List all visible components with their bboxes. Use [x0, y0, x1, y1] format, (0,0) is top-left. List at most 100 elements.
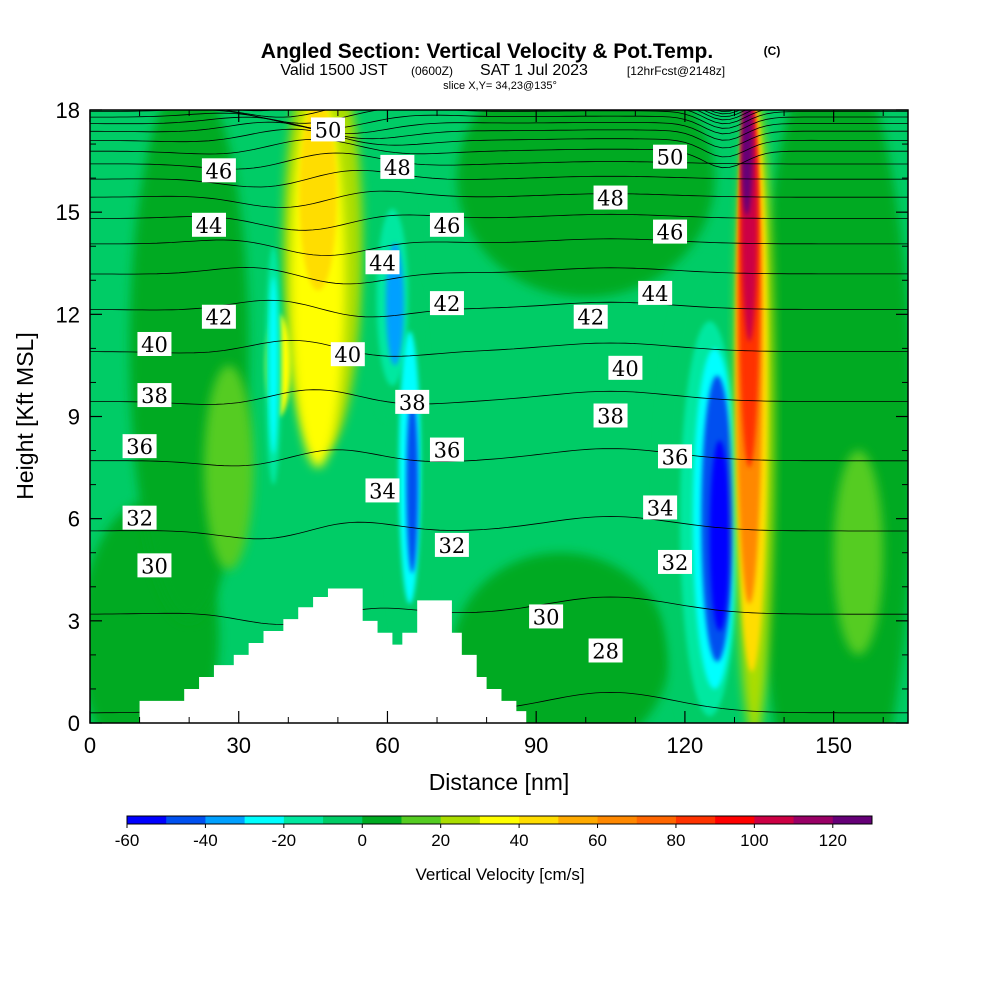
isotherm-label-box	[310, 117, 345, 142]
x-axis-label: Distance [nm]	[429, 769, 570, 795]
isotherm-line	[90, 448, 908, 467]
isotherm-label: 46	[429, 212, 464, 238]
y-tick-label: 15	[56, 200, 80, 225]
colorbar-tick-label: 80	[666, 831, 685, 850]
y-tick-label: 18	[56, 98, 80, 123]
isotherm-label: 44	[638, 280, 673, 306]
isotherm-label-box	[137, 383, 172, 408]
region-weak-up-left	[204, 365, 254, 570]
subtitle-forecast: [12hrFcst@2148z]	[627, 64, 725, 78]
isotherm-label: 36	[657, 444, 692, 469]
colorbar-title: Vertical Velocity [cm/s]	[415, 865, 584, 884]
isotherm-label: 38	[395, 389, 430, 415]
isotherm-label: 50	[310, 117, 345, 142]
region-low-mid	[451, 552, 671, 723]
isotherm-label: 34	[643, 495, 678, 520]
isotherm-label-box	[588, 638, 623, 663]
isotherm-label-box	[201, 304, 236, 329]
colorbar-tick-label: -60	[115, 831, 140, 850]
isotherm-label-box	[380, 154, 415, 179]
isotherm-label-text: 44	[196, 214, 223, 238]
isotherm-label-text: 34	[647, 496, 674, 520]
isotherm-label: 44	[191, 212, 226, 238]
subtitle-utc: (0600Z)	[411, 64, 453, 78]
velocity-field	[90, 110, 908, 723]
colorbar-swatch	[675, 816, 716, 824]
isotherm-label-text: 48	[384, 156, 411, 180]
isotherm-label-box	[429, 437, 464, 462]
isotherm-line	[90, 596, 908, 625]
isotherm-label: 28	[588, 638, 623, 663]
isotherm-label: 42	[429, 291, 464, 316]
isotherm-label: 48	[380, 154, 415, 180]
isotherm-labels: 28 30 30 32 32 32 34 34 36 36 36 38 38 38 40 40 40 42 42 42…	[122, 117, 692, 663]
isotherm-label-text: 38	[399, 391, 426, 415]
isotherm-label: 32	[434, 532, 469, 558]
isotherm-line	[90, 389, 908, 405]
isotherm-label: 40	[608, 355, 643, 381]
isotherm-line	[90, 112, 908, 135]
isotherm-label-text: 46	[206, 159, 233, 183]
isotherm-label: 38	[593, 403, 628, 429]
isotherm-label-text: 42	[577, 306, 604, 330]
isotherm-label-text: 46	[434, 214, 461, 238]
isotherm-label: 36	[122, 434, 157, 459]
colorbar-tick-label: 0	[358, 831, 367, 850]
colorbar-swatch	[401, 816, 442, 824]
colorbar-swatch	[715, 816, 755, 824]
colorbar-swatch	[323, 816, 363, 824]
isotherm-label-box	[122, 505, 157, 530]
colorbar-tick-label: -40	[193, 831, 218, 850]
colorbar-tick-label: 100	[740, 831, 768, 850]
x-tick-label: 90	[524, 733, 548, 758]
isotherm-label-box	[365, 478, 400, 503]
isotherm-label-text: 42	[206, 306, 233, 330]
colorbar: -60 -40 -20 0 20 40 60 80 100 120	[115, 815, 873, 850]
colorbar-swatch	[362, 816, 402, 824]
isotherm-line	[90, 339, 908, 357]
chart-subtitle: Valid 1500 JST (0600Z) SAT 1 Jul 2023 [1…	[280, 62, 725, 92]
isotherm-label-text: 40	[612, 357, 639, 381]
y-tick-label: 0	[68, 711, 80, 736]
isotherm-line	[90, 110, 908, 129]
colorbar-swatch	[283, 816, 324, 824]
isotherm-label-box	[429, 291, 464, 316]
isotherm-line	[90, 116, 908, 141]
x-tick-label: 60	[375, 733, 399, 758]
isotherm-label-text: 32	[126, 507, 153, 531]
colorbar-tick-label: 40	[510, 831, 529, 850]
isotherm-label-box	[434, 532, 469, 557]
isotherm-label-text: 38	[141, 384, 168, 408]
colorbar-tick-label: 20	[431, 831, 450, 850]
isotherm-label-box	[643, 495, 678, 520]
y-axis-label: Height [Kft MSL]	[12, 332, 38, 499]
isotherm-label-box	[365, 250, 400, 275]
isotherm-label-text: 34	[369, 479, 396, 503]
colorbar-swatch	[636, 816, 677, 824]
isotherm-label-box	[593, 403, 628, 428]
isotherm-label-box	[122, 434, 157, 459]
subtitle-slice: slice X,Y= 34,23@135°	[443, 80, 557, 92]
region-weak-up-right	[833, 450, 884, 655]
isotherm-line	[90, 516, 908, 540]
isotherm-label-text: 38	[597, 405, 624, 429]
isotherm-label-text: 50	[657, 146, 684, 170]
isotherm-label-box	[395, 389, 430, 414]
isotherm-label: 38	[137, 383, 172, 408]
y-tick-label: 9	[68, 405, 80, 430]
colorbar-frame	[126, 815, 873, 825]
isotherm-label: 42	[201, 304, 236, 330]
isotherm-label: 42	[573, 304, 608, 330]
isotherm-label-box	[429, 212, 464, 237]
downdraft-lower-core	[406, 396, 419, 574]
isotherm-label-text: 40	[141, 333, 168, 357]
isotherm-label: 44	[365, 250, 400, 275]
isotherm-label-text: 42	[434, 292, 461, 316]
colorbar-tick-label: 60	[588, 831, 607, 850]
subtitle-valid: Valid 1500 JST	[280, 62, 388, 79]
isotherm-label-box	[201, 158, 236, 183]
y-tick-label: 6	[68, 507, 80, 532]
downdraft-right-core	[709, 440, 730, 632]
